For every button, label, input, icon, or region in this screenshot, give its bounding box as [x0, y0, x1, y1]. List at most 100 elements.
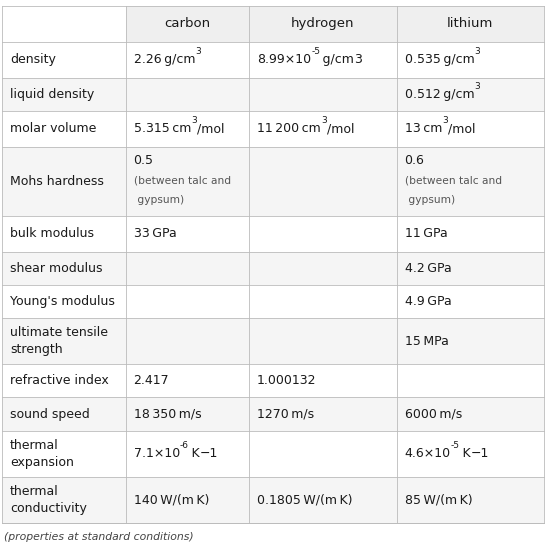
Text: 0.535 g/cm: 0.535 g/cm	[405, 53, 474, 66]
Bar	[396, 6, 544, 42]
Bar	[126, 42, 249, 78]
Text: K: K	[460, 447, 470, 460]
Bar	[2, 147, 126, 216]
Text: 33 GPa: 33 GPa	[134, 227, 176, 240]
Text: 2.417: 2.417	[134, 374, 169, 387]
Bar	[2, 78, 126, 111]
Text: thermal: thermal	[10, 439, 59, 451]
Text: hydrogen: hydrogen	[291, 18, 354, 30]
Bar	[249, 477, 396, 523]
Text: 3: 3	[474, 47, 480, 56]
Text: density: density	[10, 53, 56, 66]
Text: Mohs hardness: Mohs hardness	[10, 175, 104, 188]
Text: 3: 3	[442, 116, 448, 126]
Bar	[2, 111, 126, 147]
Text: molar volume: molar volume	[10, 122, 97, 136]
Text: liquid density: liquid density	[10, 88, 94, 101]
Text: 3: 3	[191, 116, 197, 126]
Text: /mol: /mol	[197, 122, 224, 136]
Bar	[396, 477, 544, 523]
Text: bulk modulus: bulk modulus	[10, 227, 94, 240]
Text: g/cm: g/cm	[321, 53, 354, 66]
Bar	[2, 42, 126, 78]
Bar	[249, 285, 396, 318]
Text: /mol: /mol	[327, 122, 354, 136]
Text: gypsum): gypsum)	[405, 195, 455, 205]
Bar	[2, 523, 544, 551]
Text: 3: 3	[195, 47, 201, 56]
Bar	[249, 216, 396, 252]
Bar	[2, 318, 126, 364]
Bar	[249, 78, 396, 111]
Bar	[126, 216, 249, 252]
Text: lithium: lithium	[447, 18, 494, 30]
Text: −1: −1	[470, 447, 489, 460]
Text: 6000 m/s: 6000 m/s	[405, 408, 462, 420]
Text: Young's modulus: Young's modulus	[10, 295, 115, 308]
Bar	[2, 252, 126, 285]
Bar	[249, 147, 396, 216]
Text: 1270 m/s: 1270 m/s	[257, 408, 314, 420]
Bar	[249, 364, 396, 397]
Text: −1: −1	[199, 447, 218, 460]
Text: 0.5: 0.5	[134, 154, 153, 167]
Bar	[126, 431, 249, 477]
Bar	[396, 216, 544, 252]
Text: 0.512 g/cm: 0.512 g/cm	[405, 88, 474, 101]
Text: 13 cm: 13 cm	[405, 122, 442, 136]
Text: 140 W/(m K): 140 W/(m K)	[134, 493, 209, 506]
Text: 7.1×10: 7.1×10	[134, 447, 180, 460]
Bar	[126, 147, 249, 216]
Text: 8.99×10: 8.99×10	[257, 53, 311, 66]
Bar	[126, 78, 249, 111]
Text: 15 MPa: 15 MPa	[405, 334, 448, 348]
Bar	[396, 42, 544, 78]
Bar	[126, 6, 249, 42]
Bar	[249, 111, 396, 147]
Bar	[126, 477, 249, 523]
Text: 4.9 GPa: 4.9 GPa	[405, 295, 452, 308]
Text: 2.26 g/cm: 2.26 g/cm	[134, 53, 195, 66]
Text: 4.2 GPa: 4.2 GPa	[405, 262, 452, 275]
Bar	[396, 111, 544, 147]
Bar	[396, 397, 544, 431]
Text: (between talc and: (between talc and	[134, 175, 231, 185]
Text: refractive index: refractive index	[10, 374, 109, 387]
Bar	[396, 318, 544, 364]
Bar	[249, 42, 396, 78]
Bar	[396, 252, 544, 285]
Bar	[2, 477, 126, 523]
Text: 3: 3	[474, 82, 480, 91]
Text: (properties at standard conditions): (properties at standard conditions)	[4, 532, 194, 542]
Bar	[396, 285, 544, 318]
Bar	[126, 252, 249, 285]
Text: shear modulus: shear modulus	[10, 262, 103, 275]
Bar	[249, 431, 396, 477]
Bar	[2, 397, 126, 431]
Bar	[2, 364, 126, 397]
Bar	[126, 318, 249, 364]
Bar	[396, 78, 544, 111]
Text: 11 GPa: 11 GPa	[405, 227, 447, 240]
Bar	[249, 252, 396, 285]
Bar	[249, 6, 396, 42]
Bar	[126, 285, 249, 318]
Text: 11 200 cm: 11 200 cm	[257, 122, 321, 136]
Text: /mol: /mol	[448, 122, 475, 136]
Text: K: K	[189, 447, 199, 460]
Text: sound speed: sound speed	[10, 408, 90, 420]
Text: -5: -5	[311, 47, 321, 56]
Bar	[126, 111, 249, 147]
Bar	[249, 397, 396, 431]
Bar	[396, 431, 544, 477]
Text: ultimate tensile: ultimate tensile	[10, 326, 108, 339]
Text: conductivity: conductivity	[10, 502, 87, 515]
Text: 5.315 cm: 5.315 cm	[134, 122, 191, 136]
Bar	[2, 431, 126, 477]
Text: 0.1805 W/(m K): 0.1805 W/(m K)	[257, 493, 353, 506]
Text: carbon: carbon	[164, 18, 210, 30]
Text: 4.6×10: 4.6×10	[405, 447, 450, 460]
Bar	[396, 364, 544, 397]
Text: -5: -5	[450, 441, 460, 450]
Bar	[126, 397, 249, 431]
